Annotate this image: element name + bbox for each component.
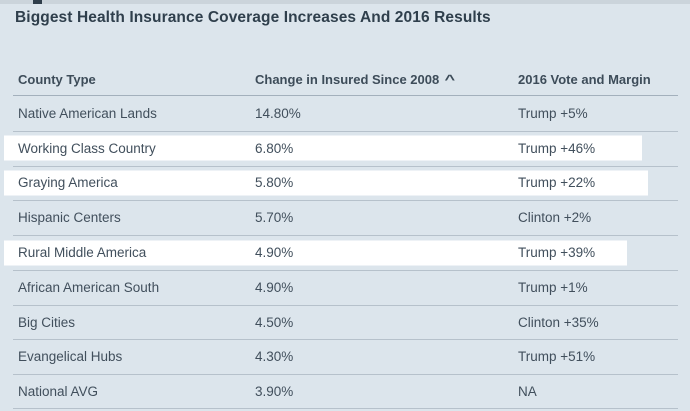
change-insured-cell: 5.80% (255, 175, 294, 191)
column-header-label: Change in Insured Since 2008 (255, 71, 440, 87)
vote-margin-cell: Trump +51% (518, 349, 596, 365)
change-insured-cell: 4.30% (255, 349, 294, 365)
vote-margin-cell: NA (518, 384, 537, 400)
county-type-cell: African American South (18, 279, 160, 295)
county-type-cell: National AVG (18, 384, 99, 400)
county-type-cell: Working Class Country (18, 140, 156, 156)
sort-ascending-icon: ^ (444, 71, 456, 87)
top-notch-mark (33, 0, 42, 4)
table-row: Native American Lands 14.80% Trump +5% (0, 96, 690, 131)
change-insured-cell: 4.90% (255, 279, 294, 295)
change-insured-cell: 4.90% (255, 245, 294, 261)
change-insured-cell: 3.90% (255, 384, 294, 400)
vote-margin-cell: Trump +1% (518, 279, 588, 295)
change-insured-cell: 14.80% (255, 105, 301, 121)
county-type-cell: Native American Lands (18, 105, 157, 121)
table-body: Native American Lands 14.80% Trump +5% W… (0, 96, 690, 409)
vote-margin-cell: Clinton +2% (518, 210, 592, 226)
county-type-cell: Rural Middle America (18, 245, 147, 261)
vote-margin-cell: Clinton +35% (518, 314, 599, 330)
top-edge-strip (0, 0, 690, 4)
column-header-label: County Type (18, 71, 96, 87)
table-row: African American South 4.90% Trump +1% (0, 269, 690, 305)
row-highlight-bar (4, 240, 627, 266)
column-header-county-type[interactable]: County Type (18, 62, 248, 96)
column-header-label: 2016 Vote and Margin (518, 71, 651, 87)
column-header-change-insured[interactable]: Change in Insured Since 2008 ^ (255, 62, 510, 96)
table-row: Rural Middle America 4.90% Trump +39% (0, 235, 690, 270)
row-highlight-bar (4, 170, 648, 196)
change-insured-cell: 4.50% (255, 314, 294, 330)
change-insured-cell: 5.70% (255, 210, 294, 226)
vote-margin-cell: Trump +5% (518, 105, 588, 121)
county-type-cell: Hispanic Centers (18, 210, 121, 226)
vote-margin-cell: Trump +39% (518, 245, 596, 261)
vote-margin-cell: Trump +22% (518, 175, 596, 191)
page-title: Biggest Health Insurance Coverage Increa… (15, 9, 491, 26)
table-row: Evangelical Hubs 4.30% Trump +51% (0, 339, 690, 374)
table-header-row: County Type Change in Insured Since 2008… (0, 62, 690, 96)
row-highlight-bar (4, 135, 642, 161)
county-type-cell: Big Cities (18, 314, 76, 330)
column-header-vote-margin[interactable]: 2016 Vote and Margin (518, 62, 683, 96)
table-row: Hispanic Centers 5.70% Clinton +2% (0, 200, 690, 235)
table-row: Big Cities 4.50% Clinton +35% (0, 304, 690, 340)
change-insured-cell: 6.80% (255, 140, 294, 156)
county-type-cell: Evangelical Hubs (18, 349, 123, 365)
county-type-cell: Graying America (18, 175, 118, 191)
vote-margin-cell: Trump +46% (518, 140, 596, 156)
table-row: Working Class Country 6.80% Trump +46% (0, 130, 690, 166)
table-row: Graying America 5.80% Trump +22% (0, 165, 690, 201)
table-row: National AVG 3.90% NA (0, 374, 690, 409)
